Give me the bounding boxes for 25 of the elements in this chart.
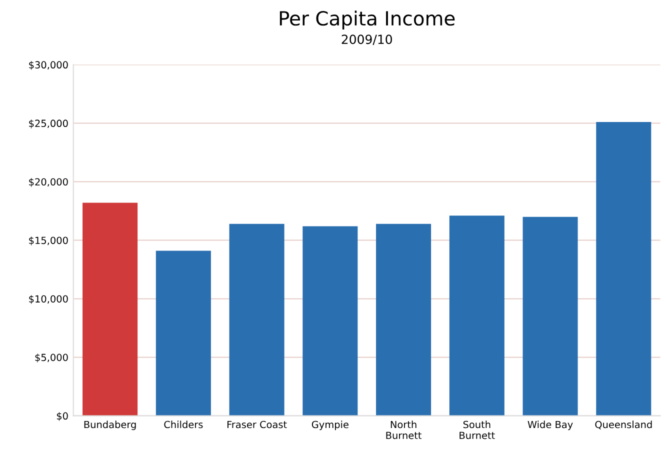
- x-tick-label: Wide Bay: [528, 420, 573, 430]
- x-tick-label: Fraser Coast: [227, 420, 287, 428]
- x-tick-label: North Burnett: [386, 420, 422, 440]
- bar: [302, 226, 358, 416]
- y-tick-label: $15,000: [29, 236, 68, 246]
- chart-title: Per Capita Income: [280, 10, 455, 30]
- y-tick-label: $0: [56, 412, 68, 421]
- chart-subtitle: 2009/10: [342, 34, 392, 46]
- x-tick-label: Bundaberg: [84, 420, 136, 430]
- bar: [522, 216, 578, 416]
- bar: [156, 250, 211, 416]
- bar: [82, 202, 138, 416]
- y-tick-label: $5,000: [35, 354, 68, 362]
- x-tick-label: South Burnett: [460, 420, 495, 440]
- x-tick-label: Gympie: [312, 420, 348, 430]
- bar: [229, 224, 284, 416]
- x-tick-label: Childers: [164, 420, 203, 428]
- bar: [376, 224, 432, 416]
- bar: [596, 122, 652, 416]
- y-tick-label: $10,000: [29, 295, 68, 304]
- bar: [449, 216, 504, 416]
- y-tick-label: $25,000: [29, 120, 68, 128]
- y-tick-label: $30,000: [29, 60, 68, 70]
- y-tick-label: $20,000: [29, 178, 68, 187]
- x-tick-label: Queensland: [595, 420, 652, 430]
